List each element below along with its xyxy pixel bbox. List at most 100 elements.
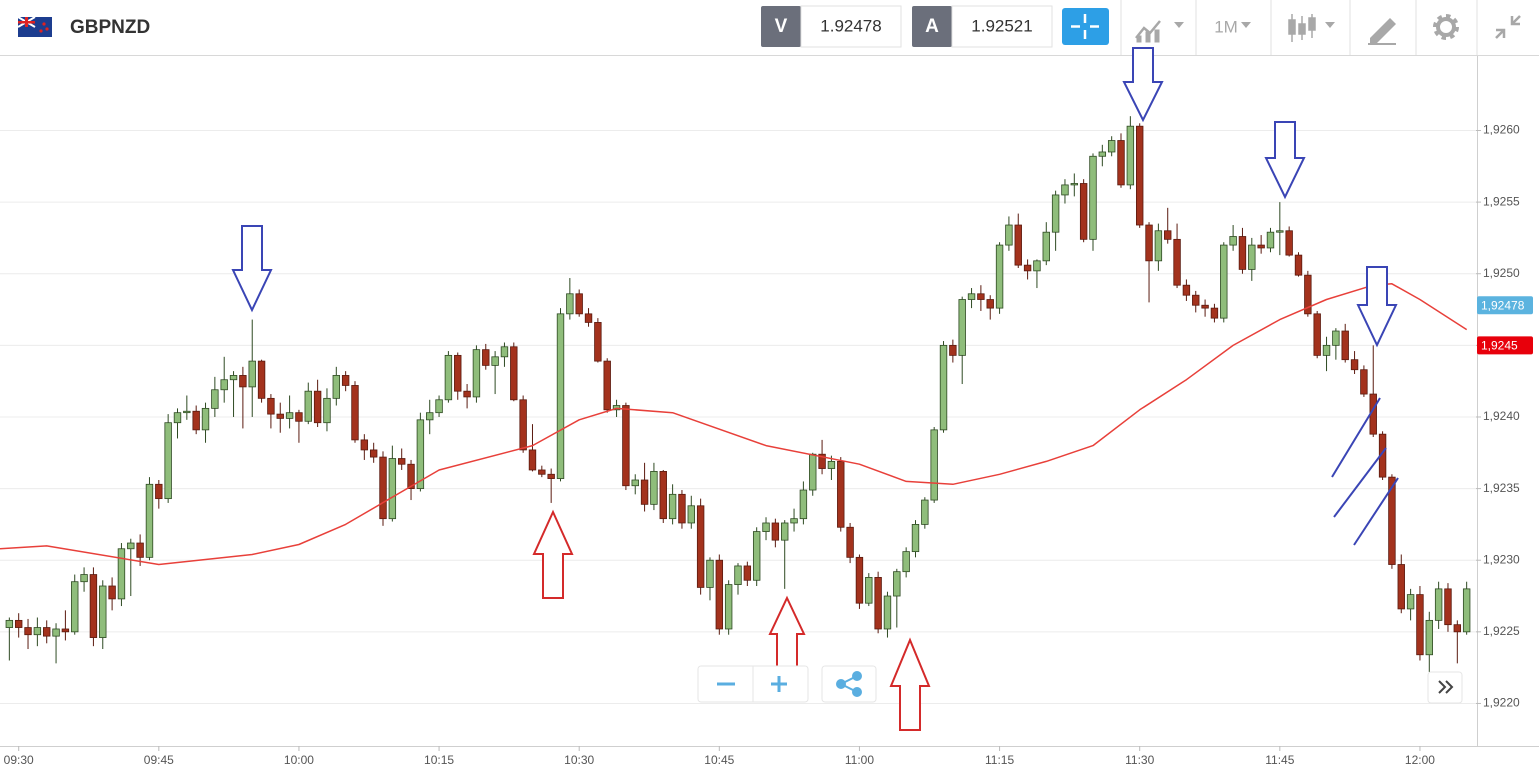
collapse-button[interactable] bbox=[1495, 15, 1521, 39]
candle-body bbox=[1014, 224, 1022, 266]
candle-body bbox=[313, 390, 322, 424]
candle-body bbox=[1294, 254, 1303, 276]
candle-body bbox=[1276, 230, 1284, 233]
candle-body bbox=[145, 483, 154, 558]
candle-body bbox=[117, 548, 126, 600]
candle-body bbox=[762, 522, 770, 532]
buy-label[interactable]: A bbox=[925, 16, 939, 37]
candle-body bbox=[80, 574, 88, 583]
symbol: GBPNZD bbox=[70, 17, 150, 38]
candle-body bbox=[902, 551, 910, 573]
candle-body bbox=[883, 595, 892, 630]
candle-body bbox=[426, 412, 434, 421]
candle-body bbox=[201, 407, 210, 431]
candle-body bbox=[1154, 230, 1163, 262]
candle-body bbox=[622, 405, 630, 487]
candle-body bbox=[855, 556, 864, 604]
candle-body bbox=[304, 390, 312, 422]
candle-body bbox=[220, 379, 228, 391]
candle-body bbox=[1070, 183, 1079, 186]
candle-body bbox=[1117, 140, 1125, 186]
candle-body bbox=[724, 584, 733, 630]
sell-label[interactable]: V bbox=[775, 16, 788, 37]
candle-body bbox=[173, 412, 182, 424]
x-tick-label: 12:00 bbox=[1405, 753, 1435, 767]
y-tick-label: 1,9260 bbox=[1483, 123, 1520, 137]
candle-body bbox=[1434, 588, 1443, 621]
candle-body bbox=[379, 456, 387, 520]
buy-label-box[interactable] bbox=[912, 6, 952, 47]
candle-body bbox=[659, 471, 667, 520]
candle-body bbox=[407, 463, 415, 489]
share-button[interactable] bbox=[821, 665, 877, 703]
candle-body bbox=[556, 313, 565, 479]
drawing-tool-button[interactable] bbox=[1368, 18, 1396, 45]
candle-body bbox=[295, 412, 303, 422]
x-tick-label: 09:45 bbox=[144, 753, 174, 767]
candle-body bbox=[397, 458, 406, 465]
settings-button[interactable] bbox=[1433, 14, 1459, 40]
trend-lines bbox=[1331, 397, 1399, 546]
y-tick-label: 1,9240 bbox=[1483, 409, 1520, 423]
y-tick-label: 1,9250 bbox=[1483, 266, 1520, 280]
buy-price-box[interactable] bbox=[951, 5, 1053, 48]
candle-body bbox=[1453, 624, 1462, 633]
candle-body bbox=[61, 628, 70, 633]
candle-body bbox=[603, 360, 611, 411]
candle-body bbox=[1397, 564, 1405, 610]
share-icon[interactable] bbox=[836, 671, 862, 697]
candle-body bbox=[1173, 238, 1181, 286]
up-arrows bbox=[532, 509, 931, 731]
sell-label-box[interactable] bbox=[761, 6, 801, 47]
crosshair-button[interactable] bbox=[1062, 8, 1109, 45]
candle-body bbox=[510, 346, 518, 401]
buy-price[interactable]: 1.92521 bbox=[971, 16, 1032, 35]
candle-body bbox=[229, 375, 238, 381]
candle-body bbox=[369, 449, 378, 458]
zoom-in[interactable] bbox=[771, 676, 787, 692]
candle-style-button[interactable] bbox=[1288, 14, 1335, 42]
sell-price[interactable]: 1.92478 bbox=[820, 16, 881, 35]
candle-body bbox=[827, 460, 836, 469]
candle-body bbox=[1005, 224, 1013, 246]
candle-body bbox=[752, 531, 761, 581]
grid bbox=[0, 129, 1476, 704]
candle-body bbox=[865, 577, 873, 604]
candle-body bbox=[519, 399, 527, 451]
candle-body bbox=[930, 429, 938, 501]
candle-body bbox=[1304, 274, 1312, 315]
candle-body bbox=[547, 473, 555, 479]
candle-body bbox=[71, 581, 79, 633]
candle-body bbox=[594, 322, 602, 362]
candle-body bbox=[538, 469, 546, 475]
candle-body bbox=[388, 458, 397, 520]
candle-body bbox=[1079, 183, 1088, 240]
candle-body bbox=[1201, 304, 1209, 309]
candle-body bbox=[1023, 264, 1032, 272]
x-tick-label: 10:15 bbox=[424, 753, 454, 767]
timeframe-caret[interactable] bbox=[1241, 22, 1251, 28]
candle-body bbox=[1350, 359, 1359, 371]
candle-body bbox=[1416, 594, 1424, 656]
candle-body bbox=[790, 518, 798, 524]
candle-body bbox=[640, 479, 649, 505]
candle-body bbox=[33, 627, 42, 636]
candle-body bbox=[631, 479, 639, 487]
candle-body bbox=[211, 389, 219, 409]
chart-type-button[interactable] bbox=[1135, 20, 1184, 43]
candle-body bbox=[958, 299, 966, 356]
x-tick-label: 10:45 bbox=[704, 753, 734, 767]
plot-area bbox=[0, 116, 1471, 672]
candle-body bbox=[781, 522, 789, 541]
candle-body bbox=[1313, 313, 1321, 356]
price-tag bbox=[1477, 296, 1533, 315]
candle-body bbox=[164, 422, 172, 500]
sell-price-box[interactable] bbox=[800, 5, 902, 48]
candle-body bbox=[696, 505, 705, 588]
candle-body bbox=[986, 299, 994, 309]
y-axis-panel bbox=[1477, 56, 1539, 746]
timeframe[interactable]: 1M bbox=[1214, 17, 1238, 36]
scroll-end-icon[interactable] bbox=[1438, 680, 1454, 694]
candle-body bbox=[1192, 294, 1200, 306]
candle-body bbox=[1126, 125, 1135, 186]
